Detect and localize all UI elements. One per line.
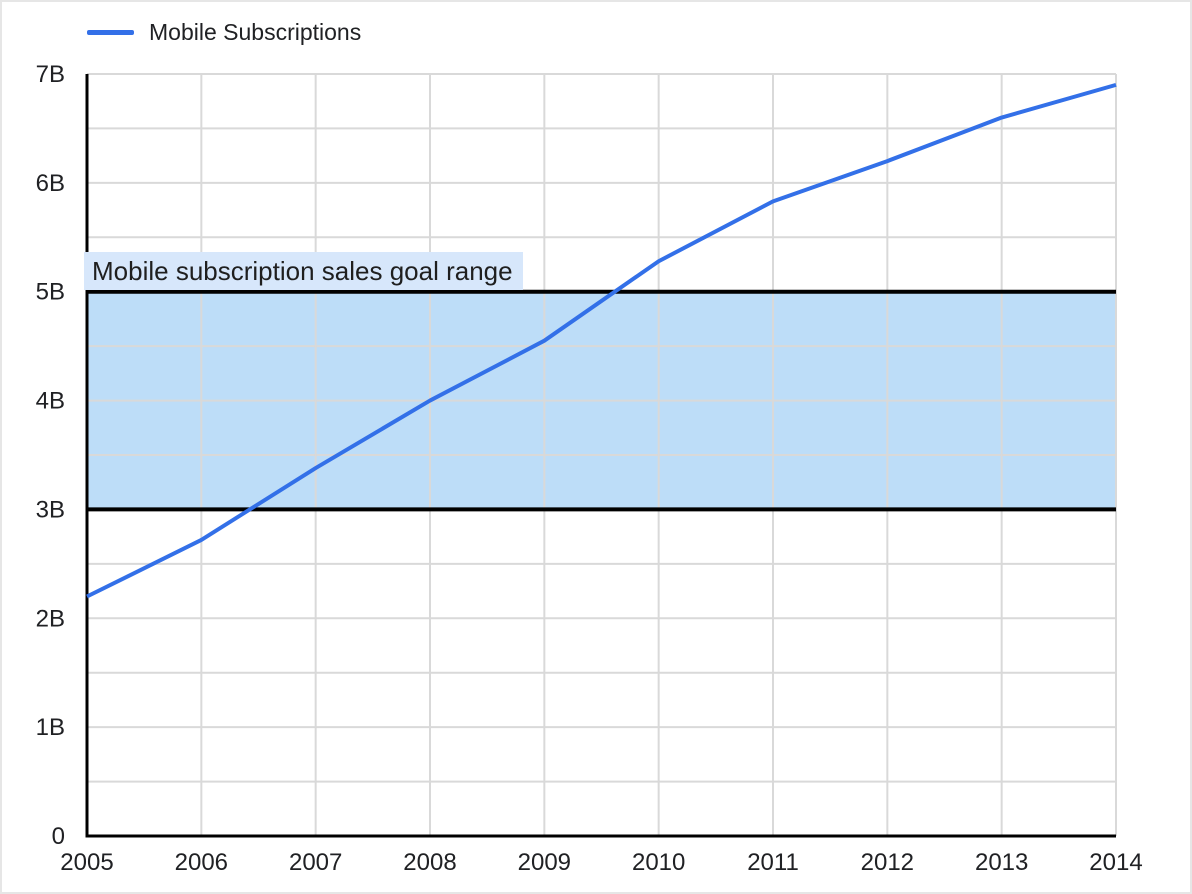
legend-line-swatch — [87, 29, 134, 35]
x-axis-tick-label: 2014 — [1089, 849, 1142, 876]
y-axis-tick-label: 1B — [36, 714, 65, 741]
legend: Mobile Subscriptions — [87, 18, 361, 46]
x-axis-tick-label: 2013 — [975, 849, 1028, 876]
y-axis-tick-label: 5B — [36, 279, 65, 306]
x-axis-tick-label: 2008 — [403, 849, 456, 876]
goal-range-label: Mobile subscription sales goal range — [84, 252, 523, 290]
x-axis-tick-label: 2010 — [632, 849, 685, 876]
y-axis-tick-label: 2B — [36, 605, 65, 632]
x-axis-tick-label: 2012 — [861, 849, 914, 876]
y-axis-tick-label: 4B — [36, 388, 65, 415]
x-axis-tick-label: 2007 — [289, 849, 342, 876]
y-axis-tick-label: 7B — [36, 61, 65, 88]
mobile-subscriptions-line — [86, 82, 1117, 599]
y-axis-tick-label: 3B — [36, 496, 65, 523]
y-axis-tick-label: 6B — [36, 170, 65, 197]
x-axis-tick-label: 2005 — [60, 849, 113, 876]
legend-series-label: Mobile Subscriptions — [149, 18, 362, 45]
x-axis-tick-label: 2009 — [518, 849, 571, 876]
x-axis-tick-label: 2006 — [175, 849, 228, 876]
y-axis-tick-label: 0 — [52, 823, 65, 850]
x-axis-tick-label: 2011 — [747, 849, 799, 876]
